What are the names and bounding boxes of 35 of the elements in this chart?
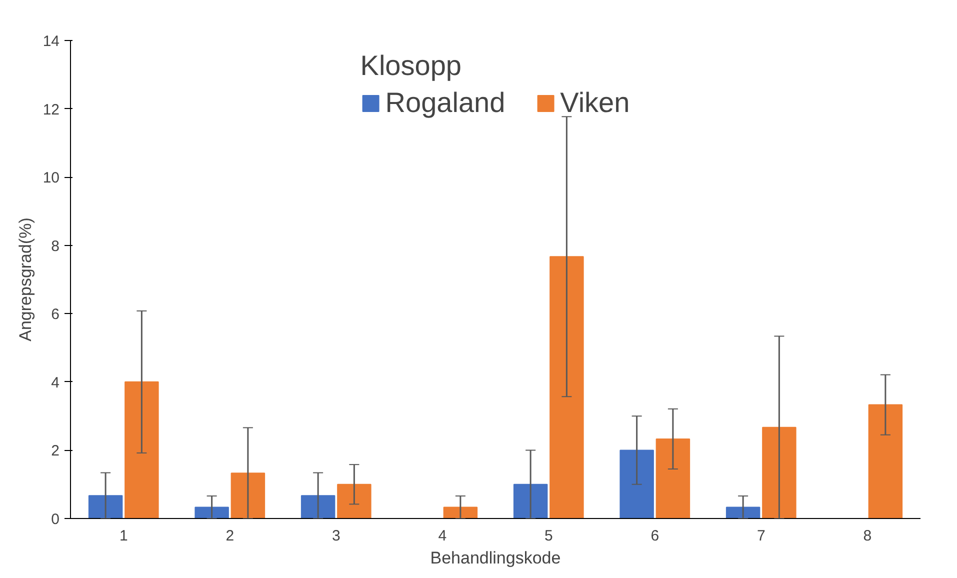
bar [762,426,796,518]
bar [656,438,690,518]
bar [194,506,229,518]
y-tick-label: 6 [51,306,60,324]
bar [513,484,548,518]
x-tick-label: 4 [438,528,447,544]
x-tick-label: 5 [544,528,553,544]
bar [124,381,159,518]
bar [726,506,760,518]
bar [868,404,903,518]
bar [620,450,654,518]
bar [550,256,584,518]
y-tick-label: 4 [51,374,60,392]
y-tick-label: 8 [51,238,60,255]
x-tick-label: 2 [226,528,234,544]
legend-label: Viken [560,87,630,119]
x-tick-label: 8 [863,528,872,544]
x-axis-title: Behandlingskode [430,548,561,568]
bar [230,472,266,518]
x-tick-label: 6 [650,528,660,544]
x-tick-label: 1 [119,528,128,544]
legend-label: Rogaland [385,87,506,119]
x-tick-label: 7 [756,528,766,544]
bar [300,495,336,518]
y-tick-label: 14 [42,33,60,50]
y-axis-title: Angrepsgrad(%) [16,218,35,342]
y-tick-label: 2 [51,442,60,460]
y-tick-label: 10 [42,170,60,187]
y-tick-label: 12 [42,101,60,118]
legend-title: Klosopp [360,50,462,82]
x-tick-label: 3 [332,528,340,544]
bar [88,495,123,518]
bar [337,484,372,518]
bar [443,506,478,518]
y-tick-label: 0 [51,511,60,528]
